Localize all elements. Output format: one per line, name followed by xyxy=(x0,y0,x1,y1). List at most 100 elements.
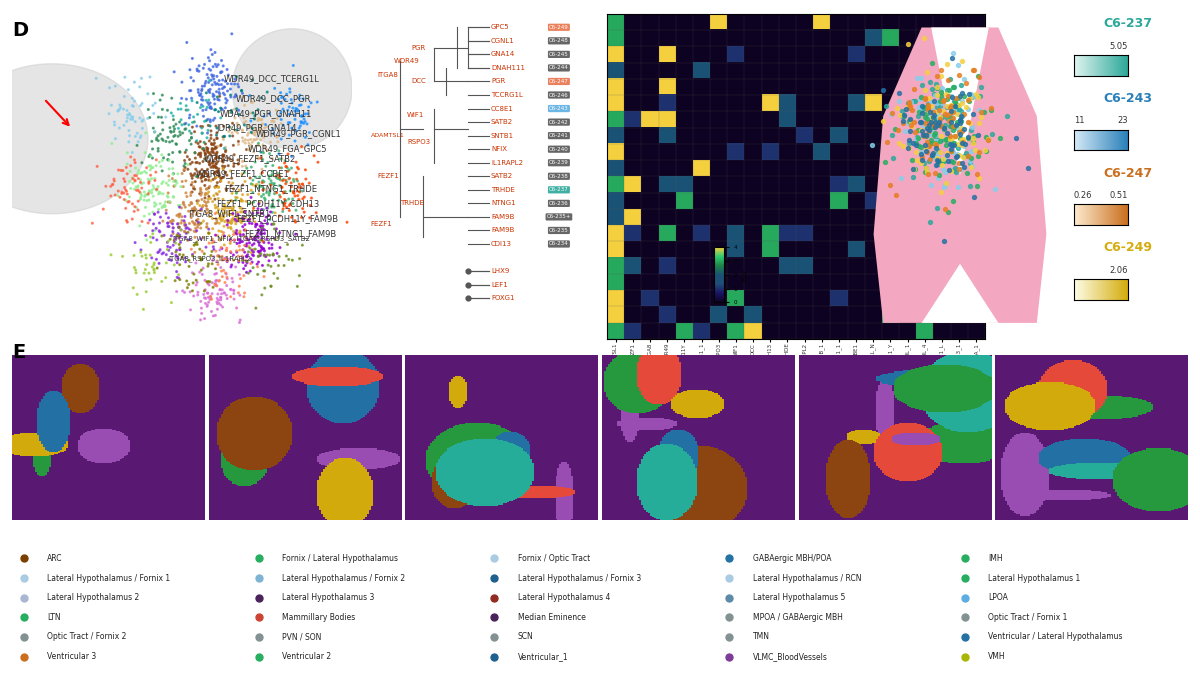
Point xyxy=(124,173,143,184)
Point xyxy=(916,93,935,104)
Point xyxy=(238,258,257,269)
Point xyxy=(194,285,214,296)
Point xyxy=(244,250,263,261)
Point xyxy=(227,247,246,258)
Point xyxy=(186,176,205,187)
Point xyxy=(924,147,943,158)
Point xyxy=(259,210,278,221)
Point xyxy=(127,185,146,196)
Point xyxy=(971,106,990,117)
Point xyxy=(131,177,150,188)
Point xyxy=(943,113,962,124)
Point xyxy=(964,65,983,76)
Text: Lateral Hypothalamus 1: Lateral Hypothalamus 1 xyxy=(988,574,1080,583)
Point xyxy=(263,160,282,171)
Point xyxy=(250,172,269,183)
Point xyxy=(883,153,902,164)
Point xyxy=(926,143,946,154)
Point xyxy=(120,108,139,119)
Text: GPC5: GPC5 xyxy=(491,24,510,30)
Point xyxy=(198,207,217,218)
Point xyxy=(131,192,150,203)
Point xyxy=(208,71,227,82)
Point xyxy=(127,140,146,151)
Point xyxy=(227,227,246,238)
Point xyxy=(146,160,166,171)
Text: Lateral Hypothalamus 3: Lateral Hypothalamus 3 xyxy=(282,593,374,602)
Point xyxy=(259,256,278,267)
Point xyxy=(188,149,208,160)
Point xyxy=(197,183,216,194)
Point xyxy=(174,181,193,192)
Point xyxy=(145,209,164,220)
Text: GNA14: GNA14 xyxy=(491,52,515,58)
Point xyxy=(228,120,247,131)
Point xyxy=(221,166,240,177)
Text: SCN: SCN xyxy=(517,633,534,642)
Point xyxy=(206,158,226,169)
Point xyxy=(94,203,113,214)
Point xyxy=(200,114,220,125)
Point xyxy=(294,113,313,124)
Point xyxy=(170,274,190,285)
Point xyxy=(199,77,218,88)
Point xyxy=(198,260,217,271)
Point xyxy=(227,302,246,313)
Point xyxy=(941,102,960,113)
Point xyxy=(192,303,211,314)
Point xyxy=(209,153,228,164)
Point xyxy=(260,214,280,225)
Point xyxy=(925,130,944,141)
Point xyxy=(120,166,139,177)
Point xyxy=(240,214,259,225)
Point xyxy=(925,138,944,149)
Point xyxy=(182,285,202,296)
Point xyxy=(143,185,162,196)
Point xyxy=(962,133,982,144)
Point xyxy=(954,108,973,119)
Point xyxy=(929,172,948,183)
Point xyxy=(917,162,936,173)
Point xyxy=(230,229,250,240)
Point xyxy=(196,174,215,185)
Point xyxy=(942,166,961,177)
Point xyxy=(215,131,234,142)
Point xyxy=(200,148,220,159)
Point xyxy=(126,163,145,174)
Point xyxy=(251,221,270,232)
Point xyxy=(199,147,218,158)
Point xyxy=(136,147,155,158)
Point xyxy=(244,205,263,216)
Point xyxy=(160,221,179,232)
Point xyxy=(244,97,263,108)
Point xyxy=(199,223,218,234)
Point xyxy=(283,194,302,205)
Point xyxy=(145,258,164,269)
Point xyxy=(269,148,288,159)
Text: C6-247: C6-247 xyxy=(550,79,569,84)
Point xyxy=(132,179,151,190)
Point xyxy=(206,310,226,321)
Point xyxy=(216,167,235,178)
Point xyxy=(198,164,217,175)
Point xyxy=(215,253,234,264)
Point xyxy=(252,221,271,232)
Point xyxy=(178,275,197,286)
Point xyxy=(187,171,206,182)
Point xyxy=(252,125,271,136)
Point xyxy=(937,101,956,112)
Point xyxy=(217,64,236,75)
Point xyxy=(930,135,949,146)
Point xyxy=(164,126,184,137)
Point xyxy=(964,137,983,148)
Point xyxy=(923,111,942,122)
Point xyxy=(198,69,217,80)
Point xyxy=(221,154,240,165)
Point xyxy=(236,255,256,266)
Point xyxy=(212,243,232,254)
Point xyxy=(199,172,218,183)
Point xyxy=(185,247,204,258)
Point xyxy=(253,208,272,219)
Point xyxy=(215,201,234,212)
Point xyxy=(271,192,290,203)
